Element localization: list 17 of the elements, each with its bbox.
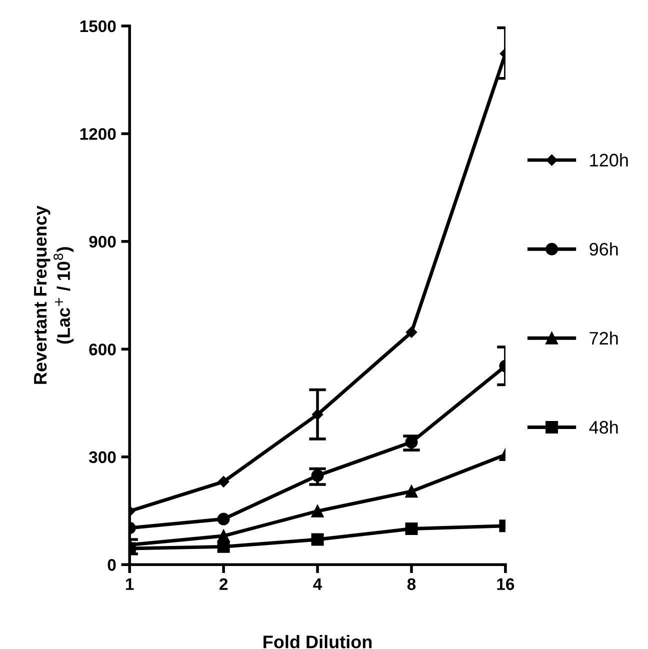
legend-label: 96h <box>590 242 618 256</box>
y-axis-title: Revertant Frequency (Lac$^{+}$ / 10$^{8}$) <box>34 206 74 384</box>
y-tick-label: 1500 <box>80 20 116 32</box>
x-tick-label: 4 <box>313 578 322 590</box>
y-tick-label: 0 <box>108 559 116 571</box>
legend-label: 48h <box>589 420 618 434</box>
legend-label: 120h <box>590 153 628 167</box>
x-tick-label: 16 <box>497 578 514 590</box>
x-tick-label: 2 <box>220 578 228 590</box>
y-tick-label: 1200 <box>80 128 116 140</box>
x-tick-label: 8 <box>407 578 416 590</box>
x-tick-label: 1 <box>126 578 134 590</box>
y-tick-label: 600 <box>89 344 116 356</box>
legend-label: 72h <box>590 331 618 344</box>
x-axis-title: Fold Dilution <box>264 635 372 648</box>
y-tick-label: 900 <box>89 236 116 248</box>
y-tick-label: 300 <box>88 451 116 464</box>
